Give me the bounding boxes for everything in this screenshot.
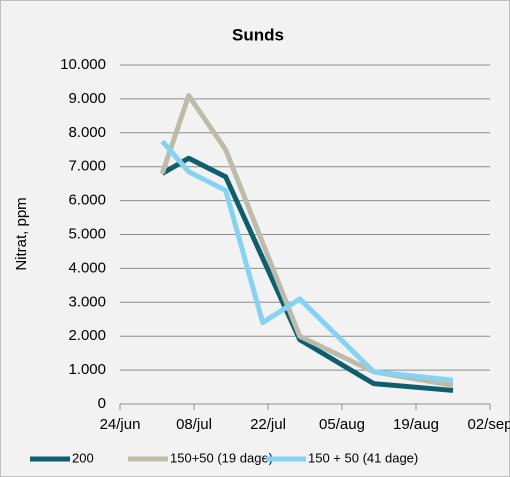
series-line <box>161 155 454 393</box>
chart-title: Sunds <box>232 25 284 44</box>
y-tick-label: 10.000 <box>60 56 106 73</box>
x-tick-label: 19/aug <box>393 416 439 433</box>
y-tick-label: 8.000 <box>68 124 106 141</box>
y-tick-label: 4.000 <box>68 259 106 276</box>
y-tick-label: 2.000 <box>68 327 106 344</box>
series-line <box>160 139 454 383</box>
x-tick-label: 08/jul <box>176 416 212 433</box>
y-tick-label: 0 <box>98 395 106 412</box>
y-tick-label: 7.000 <box>68 158 106 175</box>
y-tick-label: 1.000 <box>68 361 106 378</box>
x-tick-label: 02/sep <box>467 416 510 433</box>
y-tick-label: 5.000 <box>68 225 106 242</box>
y-axis-label: Nitrat, ppm <box>13 197 30 270</box>
legend-label: 200 <box>72 450 94 465</box>
x-tick-label: 22/jul <box>250 416 286 433</box>
x-tick-label: 05/aug <box>319 416 365 433</box>
y-tick-label: 6.000 <box>68 192 106 209</box>
y-tick-label: 3.000 <box>68 293 106 310</box>
x-tick-label: 24/jun <box>100 416 141 433</box>
legend-label: 150 + 50 (41 dage) <box>308 450 418 465</box>
legend-label: 150+50 (19 dage) <box>170 450 273 465</box>
y-tick-label: 9.000 <box>68 90 106 107</box>
